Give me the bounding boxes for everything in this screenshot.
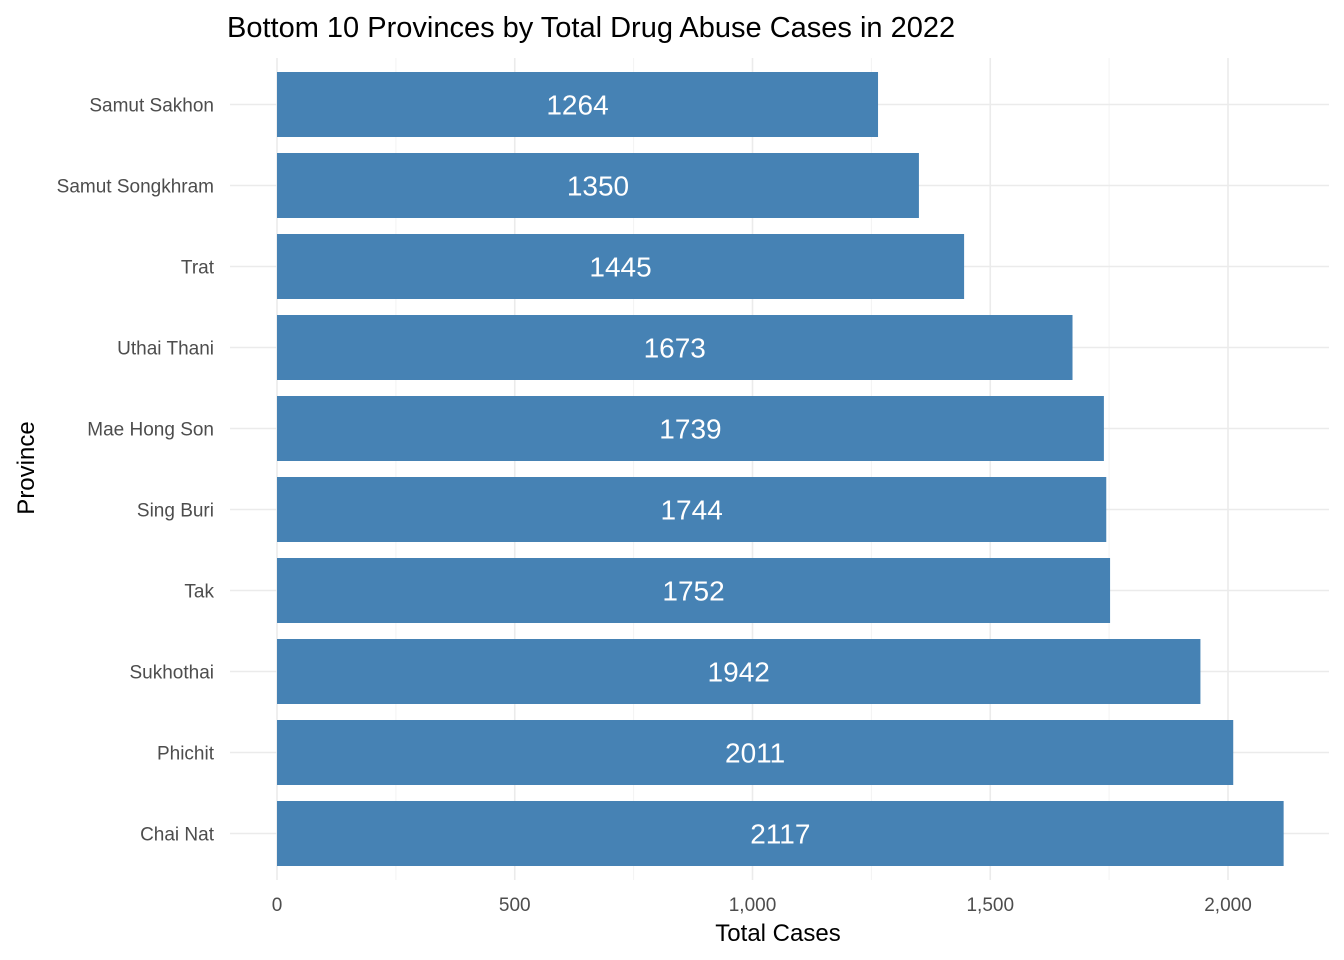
bar — [277, 720, 1234, 785]
bar-data-label: 1744 — [660, 495, 722, 526]
y-tick-label: Samut Sakhon — [89, 96, 214, 117]
bar — [277, 639, 1201, 704]
bar — [277, 234, 965, 299]
y-tick-label: Uthai Thani — [117, 339, 214, 360]
bar — [277, 558, 1111, 623]
x-tick-label: 1,500 — [966, 895, 1014, 916]
bar-data-label: 2011 — [725, 738, 785, 769]
bar — [277, 72, 879, 137]
bars — [277, 72, 1284, 866]
y-tick-label: Phichit — [157, 744, 215, 765]
y-tick-label: Tak — [184, 582, 214, 603]
x-axis-tick-labels: 0 500 1,000 1,500 2,000 — [272, 895, 1252, 916]
bar-data-label: 1942 — [708, 657, 770, 688]
bar — [277, 477, 1107, 542]
y-tick-label: Trat — [181, 258, 215, 279]
y-tick-label: Samut Songkhram — [57, 177, 214, 198]
bar-data-label: 1673 — [644, 333, 706, 364]
bar-data-label: 1350 — [567, 171, 629, 202]
bar-data-label: 1739 — [659, 414, 721, 445]
y-tick-label: Sing Buri — [137, 501, 214, 522]
bar-data-labels: 1264 1350 1445 1673 1739 1744 1752 1942 2011 2117 — [546, 90, 810, 850]
chart-title: Bottom 10 Provinces by Total Drug Abuse … — [227, 12, 955, 44]
y-tick-label: Mae Hong Son — [87, 420, 214, 441]
bar-data-label: 2117 — [750, 819, 810, 850]
x-tick-label: 500 — [499, 895, 531, 916]
bar-data-label: 1264 — [546, 90, 608, 121]
bar — [277, 153, 919, 218]
y-axis-title: Province — [13, 421, 40, 514]
bar — [277, 315, 1073, 380]
x-tick-label: 1,000 — [729, 895, 777, 916]
y-tick-label: Sukhothai — [129, 663, 214, 684]
x-axis-title: Total Cases — [715, 920, 840, 947]
bar — [277, 396, 1104, 461]
bar-data-label: 1752 — [662, 576, 724, 607]
bar-data-label: 1445 — [589, 252, 651, 283]
y-tick-label: Chai Nat — [140, 825, 215, 846]
x-tick-label: 2,000 — [1204, 895, 1252, 916]
y-axis-tick-labels: Samut Sakhon Samut Songkhram Trat Uthai Tha… — [57, 96, 215, 846]
bar — [277, 801, 1284, 866]
x-tick-label: 0 — [272, 895, 283, 916]
